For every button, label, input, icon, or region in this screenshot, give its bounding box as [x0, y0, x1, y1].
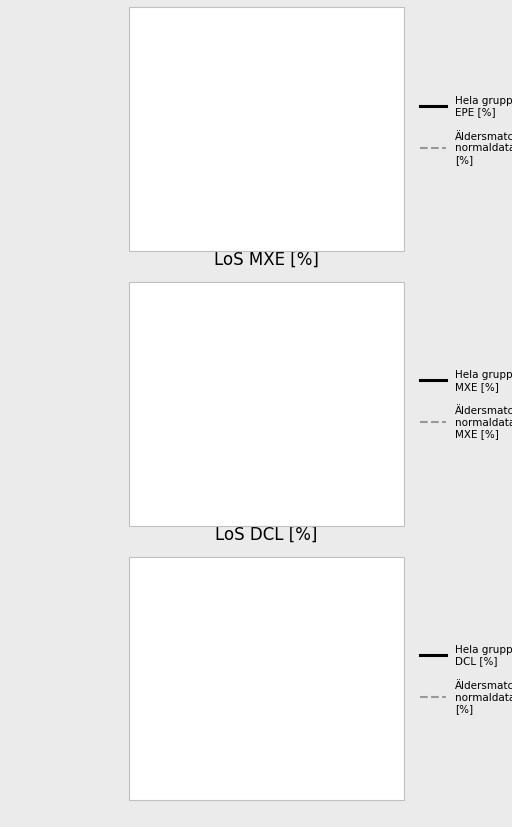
Text: 80: 80: [236, 601, 249, 611]
Title: LoS DCL [%]: LoS DCL [%]: [215, 525, 317, 543]
Legend: Hela gruppen LoS
MXE [%], Äldersmatchade
normaldata LoS
MXE [%]: Hela gruppen LoS MXE [%], Äldersmatchade…: [420, 370, 512, 439]
Text: ant: ant: [243, 570, 264, 582]
Text: ant: ant: [243, 21, 264, 34]
Text: 0: 0: [242, 397, 249, 407]
Text: amp: amp: [346, 121, 374, 134]
Text: int: int: [144, 395, 161, 409]
Text: 100: 100: [229, 584, 249, 594]
Text: amp: amp: [346, 670, 374, 682]
Text: 60: 60: [236, 70, 249, 80]
Text: ant: ant: [243, 295, 264, 308]
Text: 40: 40: [236, 88, 249, 98]
Text: 0: 0: [242, 671, 249, 681]
Title: LoS MXE [%]: LoS MXE [%]: [214, 251, 319, 269]
Text: 20: 20: [236, 105, 249, 115]
Text: post: post: [240, 769, 267, 782]
Text: 100: 100: [229, 36, 249, 45]
Text: 50: 50: [236, 368, 249, 378]
Text: 60: 60: [236, 619, 249, 629]
Text: amp: amp: [346, 395, 374, 409]
Text: 0: 0: [242, 122, 249, 132]
Text: int: int: [144, 670, 161, 682]
Legend: Hela gruppen LoS
EPE [%], Äldersmatchade
normaldata LoS EPE
[%]: Hela gruppen LoS EPE [%], Äldersmatchade…: [420, 95, 512, 165]
Text: 40: 40: [236, 636, 249, 646]
Text: 80: 80: [236, 53, 249, 63]
Text: 20: 20: [236, 653, 249, 663]
Text: int: int: [144, 121, 161, 134]
Text: post: post: [240, 495, 267, 509]
Legend: Hela gruppen LoS
DCL [%], Äldersmatchade
normaldata LoS DCL
[%]: Hela gruppen LoS DCL [%], Äldersmatchade…: [420, 644, 512, 714]
Text: 150: 150: [229, 309, 249, 319]
Text: post: post: [240, 221, 267, 234]
Text: 100: 100: [229, 339, 249, 349]
